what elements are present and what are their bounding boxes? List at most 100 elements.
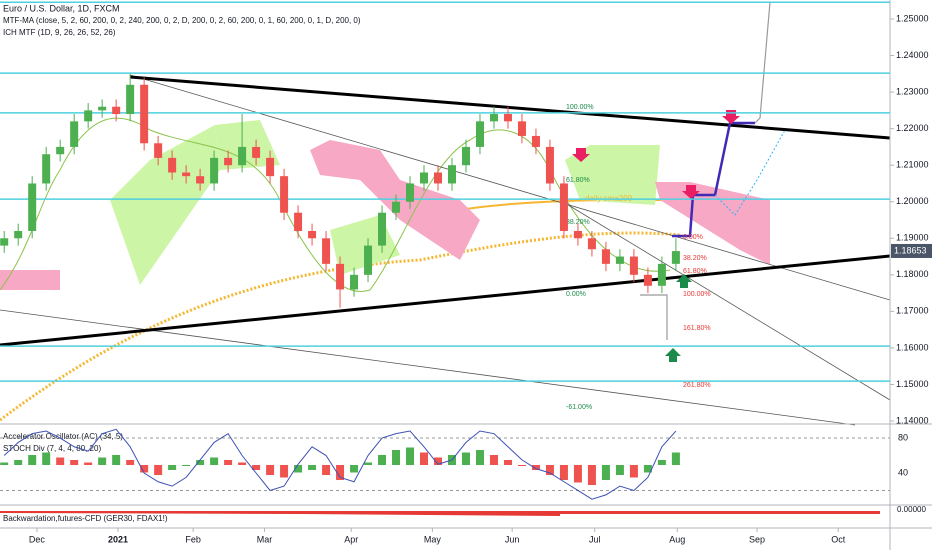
drawings-back: 100.00% 61.80% 38.20% 0.00% -61.00% 0.00… [0, 1, 891, 426]
candle-body [489, 114, 498, 122]
ac-bar [126, 460, 135, 465]
ac-bar [461, 452, 470, 465]
ac-bar [168, 465, 177, 470]
candle-body [210, 157, 219, 184]
x-tick-label: Mar [257, 534, 273, 544]
ac-bar [266, 465, 275, 475]
candle-body [573, 230, 582, 239]
candle-body [14, 230, 23, 239]
indicator-label: Accelerator Oscillator (AC) (34, 5) [3, 432, 123, 441]
ac-bar [196, 460, 205, 465]
ac-bar [84, 462, 93, 465]
candle-body [434, 172, 443, 184]
ac-bar [182, 465, 191, 466]
ac-bar [238, 462, 247, 465]
candle-body [84, 110, 93, 122]
ac-bar [322, 465, 331, 475]
candle-body [126, 84, 135, 115]
candle-body [112, 106, 121, 115]
ac-bar [545, 465, 554, 475]
price-label-bg [891, 243, 932, 258]
candle-body [392, 201, 401, 213]
ac-bar [28, 455, 37, 465]
ac-bar [70, 460, 79, 465]
candle-body [238, 146, 247, 166]
price-label: 1.18653 [894, 245, 927, 255]
ac-bar [14, 460, 23, 465]
x-tick-label: Jun [505, 534, 520, 544]
trend-thin [0, 309, 856, 426]
candle-body [364, 245, 373, 275]
backwardation-bars [0, 511, 880, 516]
y-tick-label: 1.15000 [896, 379, 929, 389]
candle-body [308, 230, 317, 239]
cloud-pink [310, 140, 480, 260]
y-tick-label: 1.17000 [896, 306, 929, 316]
x-tick-label: Dec [29, 534, 46, 544]
y-tick-label: 40 [898, 467, 908, 477]
candle-body [517, 121, 526, 136]
arrow-grey [640, 294, 668, 340]
fib-label: 261.80% [683, 382, 711, 389]
indicator-label: Backwardation,futures-CFD (GER30, FDAX1!… [3, 514, 168, 523]
ac-bar [224, 460, 233, 465]
x-tick-label: Oct [831, 534, 846, 544]
candle-body [0, 238, 9, 246]
candle-body [336, 263, 345, 290]
candle-body [629, 256, 638, 275]
ac-bar [56, 457, 65, 465]
ac-bar [657, 460, 666, 465]
fib-label: 0.00% [683, 234, 703, 241]
x-tick-label: Jul [589, 534, 601, 544]
candle-body [615, 256, 624, 264]
candle-body [322, 238, 331, 264]
ac-bar [475, 450, 484, 465]
fib-label: 161.80% [683, 325, 711, 332]
fib-label: 61.80% [566, 177, 590, 184]
ac-bar [643, 465, 652, 473]
indicator-label: STOCH Div (7, 4, 4, 80, 20) [3, 444, 101, 453]
fib-label: 100.00% [683, 291, 711, 298]
ac-bar [573, 465, 582, 483]
y-tick-label: 1.19000 [896, 233, 929, 243]
y-tick-label: 1.20000 [896, 196, 929, 206]
cloud-green [565, 145, 660, 205]
stoch-line [3, 428, 677, 500]
candle-body [447, 165, 456, 184]
ac-bar [308, 465, 317, 470]
y-tick-label: 1.24000 [896, 50, 929, 60]
ac-bar [601, 465, 610, 480]
candle-body [70, 121, 79, 147]
ac-bar [210, 457, 219, 465]
cloud-green [110, 125, 220, 285]
y-tick-label: 80 [898, 432, 908, 442]
x-tick-label: May [424, 534, 442, 544]
ac-bar [294, 465, 303, 473]
candle-body [587, 238, 596, 250]
ac-bar [336, 465, 345, 480]
ac-bar [406, 447, 415, 465]
candle-body [545, 146, 554, 184]
cloud-pink [655, 182, 770, 265]
candle-body [531, 135, 540, 147]
candle-body [559, 183, 568, 231]
candle-body [252, 146, 261, 158]
x-tick-label: 2021 [108, 534, 128, 544]
candle-body [56, 146, 65, 155]
cloud-pink [0, 270, 60, 290]
ac-bar [98, 457, 107, 465]
candle-body [154, 143, 163, 158]
candle-body [643, 274, 652, 286]
candle-body [280, 176, 289, 213]
arrow-up [665, 348, 681, 362]
ac-bar [517, 465, 526, 466]
candle-body [406, 183, 415, 202]
candle-body [140, 84, 149, 144]
candle-body [42, 154, 51, 184]
x-tick-label: Feb [185, 534, 201, 544]
candle-body [98, 106, 107, 111]
ac-bar [252, 465, 261, 470]
trend-thin [559, 199, 891, 401]
trendline-lower [0, 254, 891, 347]
